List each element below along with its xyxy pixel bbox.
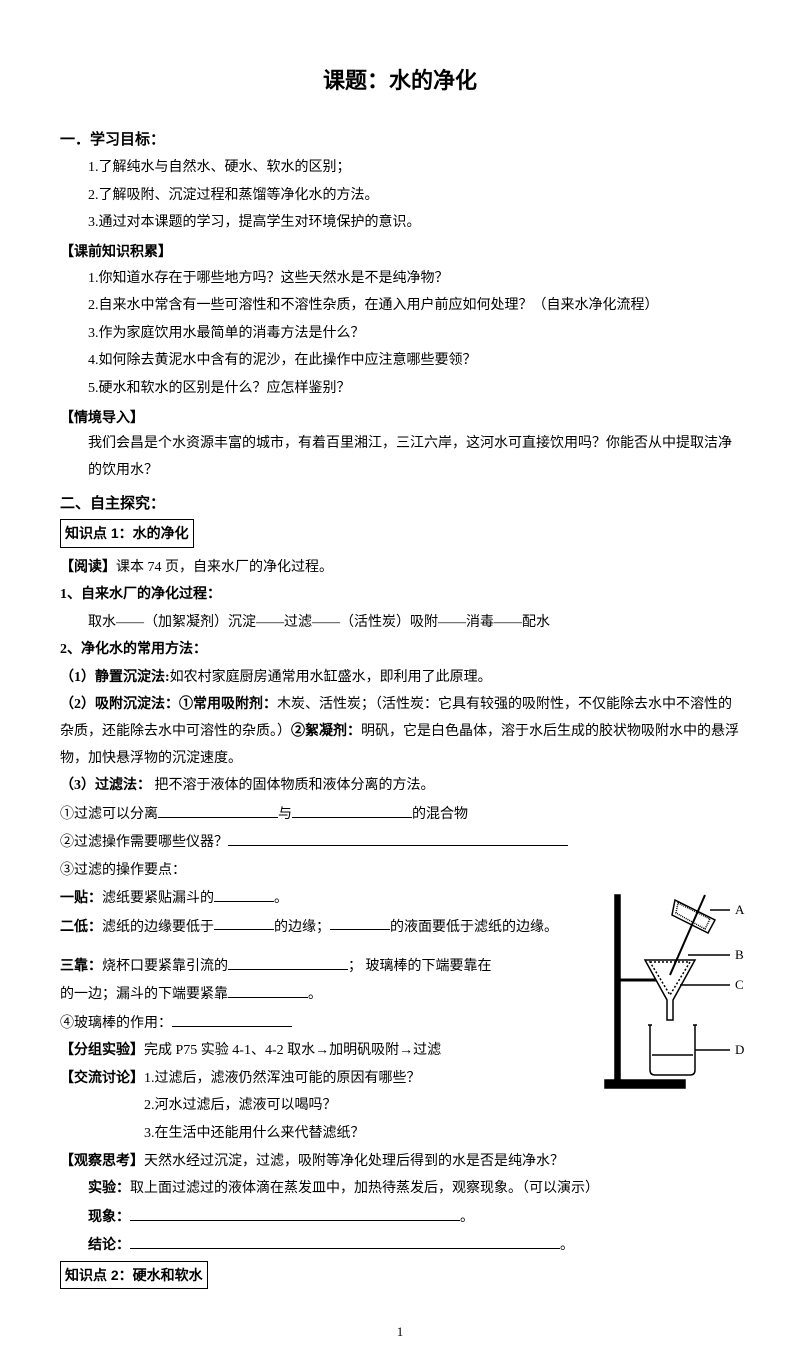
blank [228,829,568,846]
exp-text: 完成 P75 实验 4-1、4-2 取水→加明矾吸附→过滤 [144,1043,441,1058]
blank [330,914,390,931]
preknow-item: 1.你知道水存在于哪些地方吗？这些天然水是不是纯净物？ [88,266,740,293]
m2a-label: ①常用吸附剂： [179,697,277,712]
m2b-label: ②絮凝剂： [291,724,361,739]
label-b: B [735,947,744,962]
section-1-head: 一．学习目标： [60,126,740,155]
goal-item: 1.了解纯水与自然水、硬水、软水的区别； [88,155,740,182]
p1-flow: 取水——（加絮凝剂）沉淀——过滤——（活性炭）吸附——消毒——配水 [60,610,740,637]
low-d: 的液面要低于滤纸的边缘。 [390,919,558,934]
blank [228,981,308,998]
preknow-item: 5.硬水和软水的区别是什么？应怎样鉴别？ [88,376,740,403]
preknow-item: 3.作为家庭饮用水最简单的消毒方法是什么？ [88,321,740,348]
page-number: 1 [60,1320,740,1345]
preknow-item: 2.自来水中常含有一些可溶性和不溶性杂质，在通入用户前应如何处理？（自来水净化流… [88,293,740,320]
tie-a: 一贴： [60,891,102,906]
blank [214,914,274,931]
kp2-box: 知识点 2：硬水和软水 [60,1261,208,1290]
disc-q3: 3.在生活中还能用什么来代替滤纸？ [60,1121,740,1148]
blank [130,1232,560,1249]
tie-b: 滤纸要紧贴漏斗的 [102,891,214,906]
exp2-label: 实验： [88,1181,130,1196]
read-text: 课本 74 页，自来水厂的净化过程。 [116,560,333,575]
tie-c: 。 [274,891,288,906]
filtration-diagram: A B C D [600,885,750,1106]
disc-label: 【交流讨论】 [60,1071,144,1086]
conc-end: 。 [560,1238,574,1253]
section-2-head: 二、自主探究： [60,490,740,519]
phen-label: 现象： [88,1210,130,1225]
lean-a: 三靠： [60,959,102,974]
blank [292,801,412,818]
lean-d: 的一边；漏斗的下端要紧靠 [60,987,228,1002]
obs-label: 【观察思考】 [60,1154,144,1169]
blank [228,953,348,970]
lean-b: 烧杯口要紧靠引流的 [102,959,228,974]
exp-label: 【分组实验】 [60,1043,144,1058]
low-b: 滤纸的边缘要低于 [102,919,214,934]
goal-item: 3.通过对本课题的学习，提高学生对环境保护的意识。 [88,210,740,237]
rod: ④玻璃棒的作用： [60,1016,172,1031]
blank [214,885,274,902]
blank [158,801,278,818]
read-label: 【阅读】 [60,560,116,575]
exp2-text: 取上面过滤过的液体滴在蒸发皿中，加热待蒸发后，观察现象。（可以演示） [130,1181,599,1196]
label-c: C [735,977,744,992]
lean-c: ； 玻璃棒的下端要靠在 [348,959,492,974]
low-a: 二低： [60,919,102,934]
preknow-head: 【课前知识积累】 [60,238,740,265]
blank [172,1010,292,1027]
low-c: 的边缘； [274,919,330,934]
phen-end: 。 [460,1210,474,1225]
kp1-box: 知识点 1：水的净化 [60,519,194,548]
goal-item: 2.了解吸附、沉淀过程和蒸馏等净化水的方法。 [88,183,740,210]
blank [130,1204,460,1221]
q1a: ①过滤可以分离 [60,807,158,822]
label-d: D [735,1042,744,1057]
label-a: A [735,902,745,917]
conc-label: 结论： [88,1238,130,1253]
m2-label: （2）吸附沉淀法： [60,697,179,712]
m1-label: （1）静置沉淀法: [60,670,170,685]
q3: ③过滤的操作要点： [60,858,740,885]
page-title: 课题：水的净化 [60,60,740,102]
q2: ②过滤操作需要哪些仪器？ [60,835,228,850]
context-head: 【情境导入】 [60,404,740,431]
q1b: 与 [278,807,292,822]
lean-e: 。 [308,987,322,1002]
m1-text: 如农村家庭厨房通常用水缸盛水，即利用了此原理。 [170,670,492,685]
m3-text: 把不溶于液体的固体物质和液体分离的方法。 [151,778,435,793]
p1-head: 1、自来水厂的净化过程： [60,582,740,609]
q1c: 的混合物 [412,807,468,822]
preknow-item: 4.如何除去黄泥水中含有的泥沙，在此操作中应注意哪些要领？ [88,348,740,375]
obs-text: 天然水经过沉淀，过滤，吸附等净化处理后得到的水是否是纯净水？ [144,1154,564,1169]
m3-label: （3）过滤法： [60,778,151,793]
context-text: 我们会昌是个水资源丰富的城市，有着百里湘江，三江六岸，这河水可直接饮用吗？你能否… [60,431,740,484]
p2-head: 2、净化水的常用方法： [60,637,740,664]
disc-q1: 1.过滤后，滤液仍然浑浊可能的原因有哪些？ [144,1071,421,1086]
